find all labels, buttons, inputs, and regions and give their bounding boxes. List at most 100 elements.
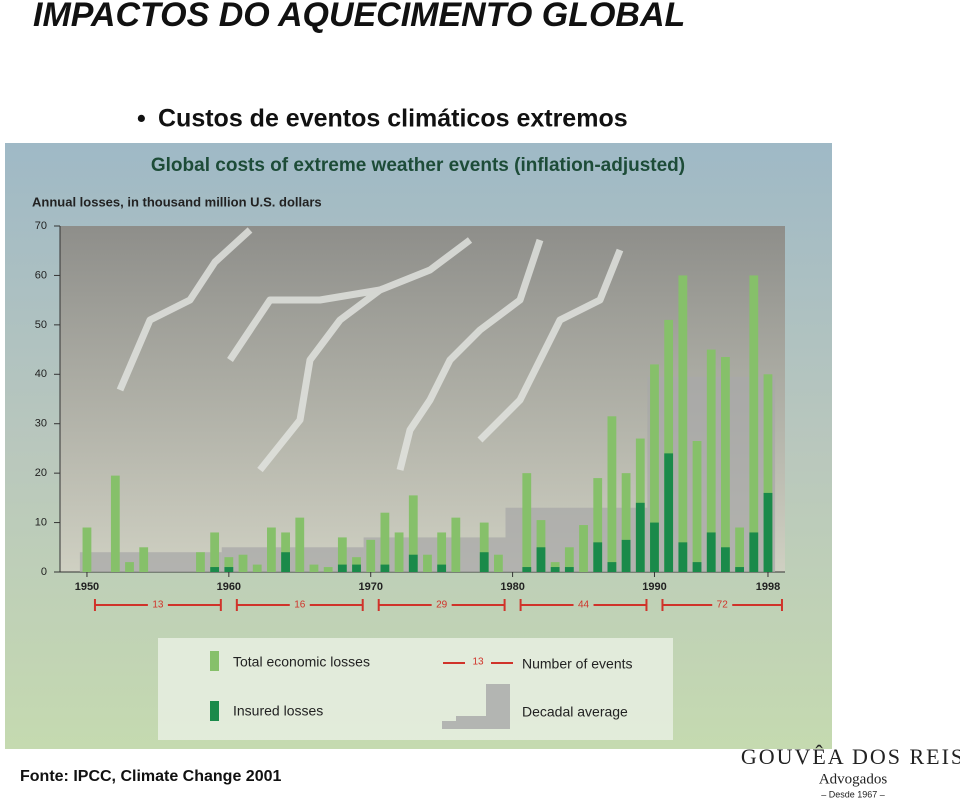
legend-sample: 13: [472, 657, 484, 668]
y-tick-label: 10: [35, 516, 47, 528]
source: Fonte: IPCC, Climate Change 2001: [20, 768, 281, 785]
logo-since: – Desde 1967 –: [821, 789, 885, 799]
bar: [635, 502, 645, 572]
bar: [337, 564, 347, 572]
bar: [607, 562, 617, 572]
event-count: 29: [436, 600, 448, 611]
y-tick-label: 50: [35, 319, 47, 331]
bar: [366, 539, 376, 572]
bar: [621, 473, 631, 572]
bar: [678, 542, 688, 572]
y-tick-label: 0: [41, 566, 47, 578]
bar: [522, 473, 532, 572]
x-tick-label: 1950: [75, 581, 99, 593]
bar: [82, 527, 92, 572]
legend-box: [158, 638, 673, 740]
bar: [437, 532, 447, 572]
legend-swatch: [210, 651, 219, 671]
legend-label: Insured losses: [233, 703, 323, 719]
bar: [238, 554, 248, 572]
bar: [437, 564, 447, 572]
bar: [394, 532, 404, 572]
x-tick-label: 1970: [358, 581, 382, 593]
bar: [721, 356, 730, 572]
bar: [579, 525, 588, 572]
bar: [564, 567, 574, 572]
y-tick-label: 20: [35, 467, 47, 479]
bar: [735, 567, 744, 572]
x-tick-label: 1980: [500, 581, 524, 593]
bar: [352, 564, 361, 572]
bullet-dot: •: [137, 105, 146, 133]
event-count: 16: [294, 600, 306, 611]
bar: [451, 517, 461, 572]
bar: [423, 554, 432, 572]
lightning: [116, 227, 624, 473]
bar: [139, 547, 149, 572]
bar: [196, 552, 205, 572]
bar: [763, 374, 773, 572]
x-tick-label: 1990: [642, 581, 666, 593]
bar: [125, 562, 134, 572]
bar: [110, 475, 120, 572]
bar: [323, 567, 333, 572]
bar: [536, 547, 546, 572]
y-tick-label: 70: [35, 220, 47, 232]
bar: [550, 567, 560, 572]
bar: [735, 527, 744, 572]
bar: [664, 453, 674, 572]
y-tick-label: 30: [35, 418, 47, 430]
bar: [380, 564, 390, 572]
y-tick-label: 60: [35, 269, 47, 281]
bar: [664, 319, 674, 572]
bar: [267, 527, 276, 572]
bar: [479, 552, 489, 572]
bar: [692, 441, 702, 572]
bar: [621, 539, 631, 572]
event-count: 72: [717, 600, 729, 611]
x-tick-label: 1998: [756, 581, 780, 593]
bar: [224, 557, 234, 572]
chart-title: Global costs of extreme weather events (…: [151, 155, 685, 176]
bar: [494, 554, 503, 572]
y-tick-label: 40: [35, 368, 47, 380]
bar: [763, 492, 773, 572]
bar: [295, 517, 305, 572]
bar: [564, 547, 574, 572]
legend-label: Decadal average: [522, 704, 628, 720]
legend-label: Number of events: [522, 656, 633, 672]
legend-swatch: [210, 701, 219, 721]
bar: [408, 554, 418, 572]
bar: [607, 416, 617, 572]
bar: [224, 567, 234, 572]
legend-swatch: [442, 684, 510, 729]
bar: [536, 520, 546, 572]
bar: [522, 567, 532, 572]
bar: [706, 532, 716, 572]
event-count: 13: [152, 600, 164, 611]
bar: [479, 522, 489, 572]
bar: [593, 478, 603, 572]
logo-name: GOUVÊA DOS REIS: [741, 744, 960, 769]
bar: [692, 562, 702, 572]
logo-subtitle: Advogados: [819, 771, 887, 787]
legend-label: Total economic losses: [233, 654, 370, 670]
bar: [380, 512, 390, 572]
bar: [593, 542, 603, 572]
bar: [252, 564, 262, 572]
x-tick-label: 1960: [217, 581, 241, 593]
bar: [281, 552, 290, 572]
bar: [749, 532, 759, 572]
bar: [408, 495, 418, 572]
bar: [706, 349, 716, 572]
bar: [210, 532, 220, 572]
event-count: 44: [578, 600, 590, 611]
bullet-text: Custos de eventos climáticos extremos: [158, 105, 628, 133]
bar: [210, 567, 220, 572]
bar: [678, 275, 688, 572]
bar: [309, 564, 319, 572]
bar: [337, 537, 347, 572]
bar: [749, 275, 759, 572]
